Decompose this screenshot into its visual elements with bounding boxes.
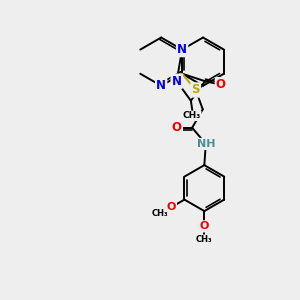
Text: NH: NH [196,139,215,149]
Text: CH₃: CH₃ [152,209,168,218]
Text: O: O [167,202,176,212]
Text: CH₃: CH₃ [182,111,201,120]
Text: N: N [156,79,166,92]
Text: O: O [172,121,182,134]
Text: N: N [172,75,182,88]
Text: O: O [216,78,226,91]
Text: O: O [200,221,209,231]
Text: CH₃: CH₃ [196,235,213,244]
Text: S: S [191,83,200,97]
Text: N: N [177,43,187,56]
